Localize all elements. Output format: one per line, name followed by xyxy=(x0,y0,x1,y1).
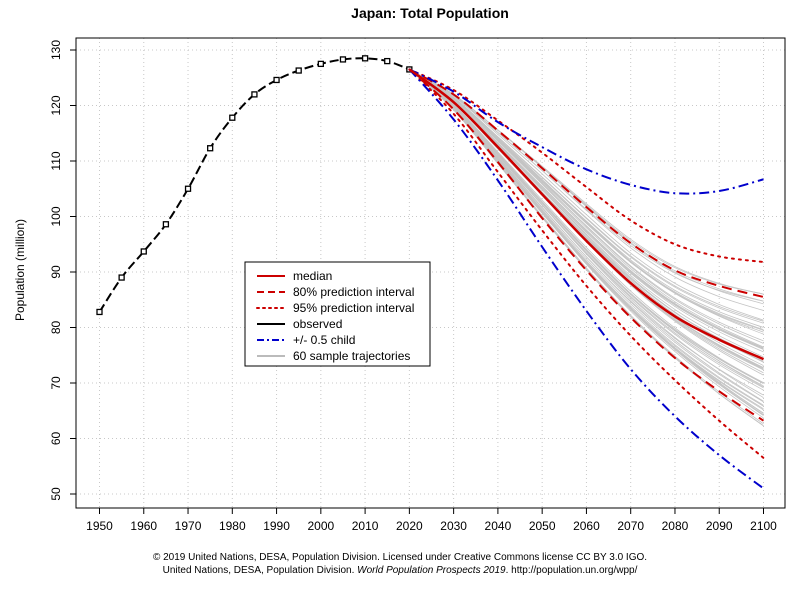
observed-point xyxy=(339,56,347,63)
x-tick-label: 1980 xyxy=(219,519,246,533)
child-minus-line xyxy=(408,68,765,490)
observed-point xyxy=(184,185,192,192)
x-tick-label: 1950 xyxy=(86,519,113,533)
pi80-upper-line xyxy=(408,68,764,298)
sample-trajectory xyxy=(409,69,764,419)
observed-point xyxy=(361,55,369,62)
x-tick-label: 1970 xyxy=(175,519,202,533)
y-tick-label: 80 xyxy=(49,321,63,335)
axes: 1950 1960 1970 1980 1990 2000 2010 2020 2030 2040… xyxy=(49,37,786,533)
x-tick-label: 2010 xyxy=(352,519,379,533)
sample-trajectory xyxy=(409,69,764,328)
x-tick-label: 2000 xyxy=(307,519,334,533)
sample-trajectory xyxy=(409,69,764,331)
pi95-lower-line xyxy=(408,68,765,459)
x-tick-label: 2050 xyxy=(529,519,556,533)
x-tick-label: 2020 xyxy=(396,519,423,533)
observed-point xyxy=(384,57,391,65)
footer-citation: United Nations, DESA, Population Divisio… xyxy=(0,564,800,577)
sample-trajectory xyxy=(409,69,764,384)
y-tick-label: 50 xyxy=(49,487,63,501)
sample-trajectory xyxy=(409,69,764,321)
pi80-lower-line xyxy=(408,68,765,422)
footer-citation-pre: United Nations, DESA, Population Divisio… xyxy=(162,565,358,576)
legend-box xyxy=(244,261,431,367)
sample-trajectory xyxy=(409,69,764,391)
legend-label: 80% prediction interval xyxy=(293,285,414,299)
legend-label: 60 sample trajectories xyxy=(293,349,410,363)
legend: median 80% prediction interval 95% predict… xyxy=(244,261,431,367)
observed-point xyxy=(207,145,214,152)
sample-trajectory xyxy=(409,69,764,349)
x-tick-label: 1990 xyxy=(263,519,290,533)
observed-point xyxy=(162,221,170,228)
y-tick-label: 60 xyxy=(49,432,63,446)
child-plus-line xyxy=(408,68,764,195)
median-line xyxy=(408,68,764,361)
observed-point xyxy=(229,114,236,121)
sample-trajectory xyxy=(409,69,764,388)
observed-point xyxy=(96,308,103,316)
legend-label: 95% prediction interval xyxy=(293,301,414,315)
observed-point xyxy=(118,274,125,281)
x-tick-label: 2100 xyxy=(750,519,777,533)
observed-point xyxy=(295,67,302,74)
legend-label: median xyxy=(293,269,332,283)
x-tick-label: 2070 xyxy=(617,519,644,533)
observed-point xyxy=(273,76,280,84)
y-tick-label: 100 xyxy=(49,206,63,226)
observed-point xyxy=(317,60,324,68)
footer-citation-title: World Population Prospects 2019 xyxy=(357,565,506,576)
series-lines xyxy=(96,55,765,490)
observed-point xyxy=(251,91,258,98)
chart-title: Japan: Total Population xyxy=(351,5,509,21)
x-tick-label: 2060 xyxy=(573,519,600,533)
legend-label: observed xyxy=(293,317,342,331)
footer-citation-post: . http://population.un.org/wpp/ xyxy=(505,565,638,576)
y-tick-label: 120 xyxy=(49,95,63,115)
x-tick-label: 2030 xyxy=(440,519,467,533)
x-tick-label: 2080 xyxy=(662,519,689,533)
y-tick-label: 110 xyxy=(49,151,63,170)
y-tick-label: 90 xyxy=(49,265,63,279)
footer-copyright: © 2019 United Nations, DESA, Population … xyxy=(152,552,648,563)
sample-trajectory xyxy=(409,69,764,383)
legend-label: +/- 0.5 child xyxy=(293,333,355,347)
observed-point xyxy=(140,248,147,255)
pi95-upper-line xyxy=(408,68,765,263)
sample-trajectory xyxy=(409,69,764,358)
x-tick-label: 2090 xyxy=(706,519,733,533)
y-axis-label: Population (million) xyxy=(13,219,27,321)
plot-frame xyxy=(75,37,786,509)
y-tick-label: 70 xyxy=(49,376,63,390)
x-tick-label: 1960 xyxy=(130,519,157,533)
x-tick-label: 2040 xyxy=(485,519,512,533)
sample-trajectory xyxy=(409,69,764,416)
sample-trajectory xyxy=(409,69,764,324)
y-tick-label: 130 xyxy=(49,40,63,60)
